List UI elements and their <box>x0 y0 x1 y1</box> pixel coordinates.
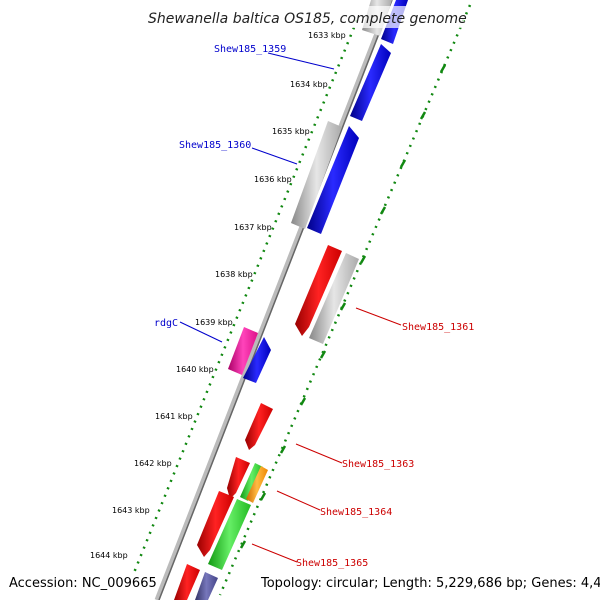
tick-label: 1642 kbp <box>134 459 172 468</box>
tick-label: 1634 kbp <box>290 80 328 89</box>
inner-ring-dots <box>218 4 472 596</box>
ruler-labels: 1633 kbp 1634 kbp 1635 kbp 1636 kbp 1637… <box>90 31 346 560</box>
gene-shew185-1361[interactable] <box>295 245 342 336</box>
label-rdgc[interactable]: rdgC <box>154 318 178 329</box>
tick-label: 1633 kbp <box>308 31 346 40</box>
gene-red-bottom[interactable] <box>174 564 200 600</box>
accession-text: Accession: NC_009665 <box>9 576 157 591</box>
tick-label: 1635 kbp <box>272 127 310 136</box>
tick-label: 1638 kbp <box>215 270 253 279</box>
gene-blue-1340[interactable] <box>243 337 271 383</box>
label-shew185-1365[interactable]: Shew185_1365 <box>296 558 368 569</box>
topology-text: Topology: circular; Length: 5,229,686 bp… <box>260 576 600 591</box>
tick-label: 1640 kbp <box>176 365 214 374</box>
callout-lines <box>179 52 402 563</box>
gene-green-1365[interactable] <box>208 499 251 570</box>
genome-backbone <box>154 0 393 600</box>
gene-shew185-1360[interactable] <box>307 126 359 234</box>
gene-purple-bottom[interactable] <box>195 572 218 600</box>
tick-label: 1639 kbp <box>195 318 233 327</box>
inner-ring-ticks <box>239 64 447 549</box>
tick-label: 1643 kbp <box>112 506 150 515</box>
tick-label: 1641 kbp <box>155 412 193 421</box>
label-shew185-1363[interactable]: Shew185_1363 <box>342 459 414 470</box>
label-shew185-1359[interactable]: Shew185_1359 <box>214 44 286 55</box>
gene-gray-1361[interactable] <box>309 253 359 344</box>
label-shew185-1360[interactable]: Shew185_1360 <box>179 140 251 151</box>
gene-red-1362[interactable] <box>245 403 273 450</box>
gene-shew185-1364[interactable] <box>246 466 268 503</box>
gene-features <box>174 0 408 600</box>
gene-green-1364[interactable] <box>240 463 263 501</box>
gene-labels: Shew185_1359 Shew185_1360 rdgC Shew185_1… <box>154 44 474 569</box>
outer-ring-dots <box>125 19 359 591</box>
tick-label: 1636 kbp <box>254 175 292 184</box>
tick-label: 1637 kbp <box>234 223 272 232</box>
gene-rdgc[interactable] <box>228 327 258 375</box>
gene-shew185-1363[interactable] <box>227 457 250 499</box>
gene-gray-1360[interactable] <box>291 121 342 229</box>
genome-title: Shewanella baltica OS185, complete genom… <box>148 11 467 27</box>
label-shew185-1361[interactable]: Shew185_1361 <box>402 322 474 333</box>
label-shew185-1364[interactable]: Shew185_1364 <box>320 507 392 518</box>
tick-label: 1644 kbp <box>90 551 128 560</box>
gene-shew185-1365[interactable] <box>197 491 234 557</box>
gene-shew185-1359[interactable] <box>350 44 391 121</box>
